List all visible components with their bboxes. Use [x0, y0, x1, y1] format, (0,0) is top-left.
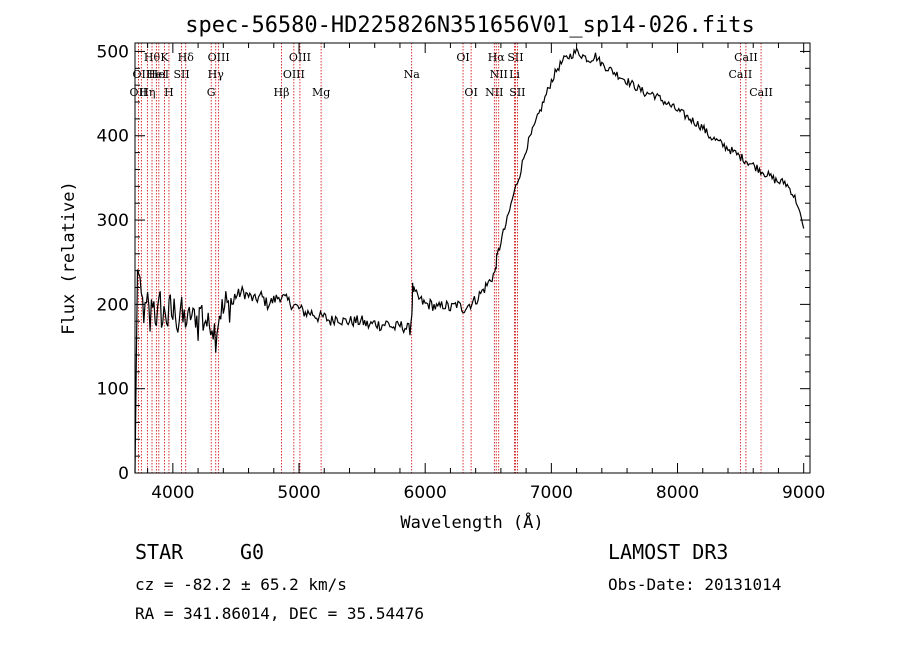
spectrum-line: [134, 46, 805, 474]
x-tick-label: 8000: [656, 483, 699, 503]
spectral-line-label: Hβ: [274, 86, 290, 99]
x-tick-label: 6000: [404, 483, 447, 503]
spectral-line-label: OIII: [283, 68, 305, 81]
spectral-line-label: H: [164, 86, 174, 99]
spectral-line-label: G: [207, 86, 216, 99]
spectral-line-label: Na: [404, 68, 421, 81]
y-axis-label: Flux (relative): [59, 181, 79, 335]
spectral-line-label: Li: [509, 68, 520, 81]
x-axis-label: Wavelength (Å): [400, 511, 543, 533]
spectral-line-label: Hθ: [144, 51, 161, 64]
spectral-line-label: K: [160, 51, 169, 64]
plot-frame: [134, 42, 811, 474]
y-tick-label: 100: [97, 380, 129, 400]
spectral-line-label: OII: [132, 68, 150, 81]
spectral-line-label: OI: [456, 51, 469, 64]
y-tick-label: 400: [97, 127, 129, 147]
spectral-line-label: CaII: [749, 86, 773, 99]
spectral-line-label: OII: [130, 86, 148, 99]
coordinates: RA = 341.86014, DEC = 35.54476: [135, 604, 424, 623]
y-tick-label: 200: [97, 295, 129, 315]
spectral-line-label: NII: [490, 68, 508, 81]
object-class: STAR: [135, 540, 184, 564]
spectral-line-label: HeI: [146, 68, 166, 81]
observation-date: Obs-Date: 20131014: [608, 575, 782, 594]
spectral-lines: OIIOIIHηHθHeIHeIKHSIIHδGHγOIIIHβOIIIOIII…: [130, 43, 773, 473]
chart-title: spec-56580-HD225826N351656V01_sp14-026.f…: [185, 13, 755, 38]
spectral-line-label: OI: [464, 86, 477, 99]
y-tick-label: 300: [97, 211, 129, 231]
spectral-line-label: CaII: [734, 51, 758, 64]
x-tick-label: 9000: [782, 483, 825, 503]
x-tick-label: 7000: [530, 483, 573, 503]
spectral-line-label: SII: [507, 51, 523, 64]
spectral-line-label: CaII: [729, 68, 753, 81]
survey-name: LAMOST DR3: [608, 540, 729, 564]
spectral-line-label: Mg: [312, 86, 330, 99]
spectral-line-label: OIII: [289, 51, 311, 64]
redshift-info: cz = -82.2 ± 65.2 km/s: [135, 575, 347, 594]
spectral-line-label: NII: [485, 86, 503, 99]
y-tick-label: 500: [97, 42, 129, 62]
spectral-line-label: Hα: [488, 51, 506, 64]
x-tick-label: 5000: [277, 483, 320, 503]
spectral-line-label: SII: [509, 86, 525, 99]
spectral-line-label: Hη: [139, 86, 155, 99]
axis-ticks: 4000 5000 6000 7000 8000 9000 0 100 200 300 400 500: [97, 42, 826, 503]
spectral-line-label: SII: [173, 68, 189, 81]
spectral-line-label: Hδ: [178, 51, 195, 64]
x-tick-label: 4000: [151, 483, 194, 503]
spectral-subclass: G0: [240, 540, 265, 564]
y-tick-label: 0: [118, 464, 129, 484]
spectral-line-label: Hγ: [208, 68, 225, 81]
spectral-line-label: HeI: [149, 68, 169, 81]
spectral-line-label: OIII: [208, 51, 230, 64]
